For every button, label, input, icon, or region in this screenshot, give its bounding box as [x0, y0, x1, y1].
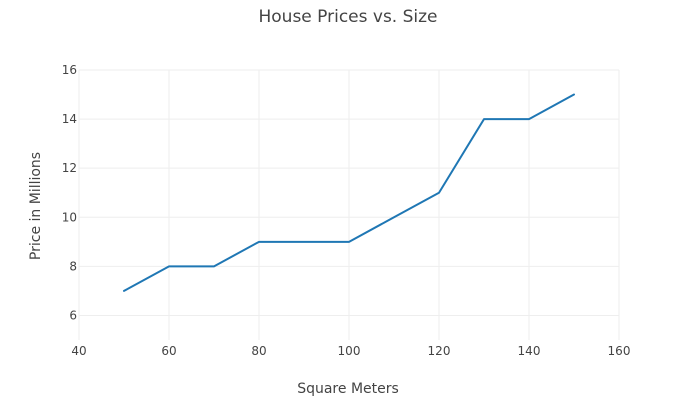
data-point: [436, 190, 442, 196]
x-tick-label: 80: [251, 344, 266, 358]
data-point: [526, 116, 532, 122]
data-point: [121, 288, 127, 294]
x-tick-label: 140: [518, 344, 541, 358]
y-tick-label: 14: [62, 112, 77, 126]
y-tick-label: 16: [62, 63, 77, 77]
y-tick-label: 12: [62, 161, 77, 175]
data-point: [391, 214, 397, 220]
x-tick-label: 100: [338, 344, 361, 358]
data-point: [211, 263, 217, 269]
y-tick-label: 8: [69, 259, 77, 273]
data-point: [481, 116, 487, 122]
data-point: [301, 239, 307, 245]
series-layer: [121, 92, 577, 294]
data-point: [166, 263, 172, 269]
series-line: [123, 93, 575, 292]
x-tick-label: 160: [608, 344, 631, 358]
grid: [78, 69, 620, 340]
y-tick-label: 10: [62, 210, 77, 224]
x-tick-label: 60: [161, 344, 176, 358]
y-axis-title: Price in Millions: [28, 152, 44, 260]
data-point: [346, 239, 352, 245]
x-tick-label: 120: [428, 344, 451, 358]
chart-title: House Prices vs. Size: [258, 7, 437, 27]
y-tick-label: 6: [69, 308, 77, 322]
data-point: [571, 92, 577, 98]
y-axis-ticks: 6 8 10 12 14 16: [62, 63, 77, 322]
data-point: [256, 239, 262, 245]
x-axis-ticks: 40 60 80 100 120 140 160: [71, 344, 630, 358]
x-axis-title: Square Meters: [297, 381, 399, 397]
x-tick-label: 40: [71, 344, 86, 358]
